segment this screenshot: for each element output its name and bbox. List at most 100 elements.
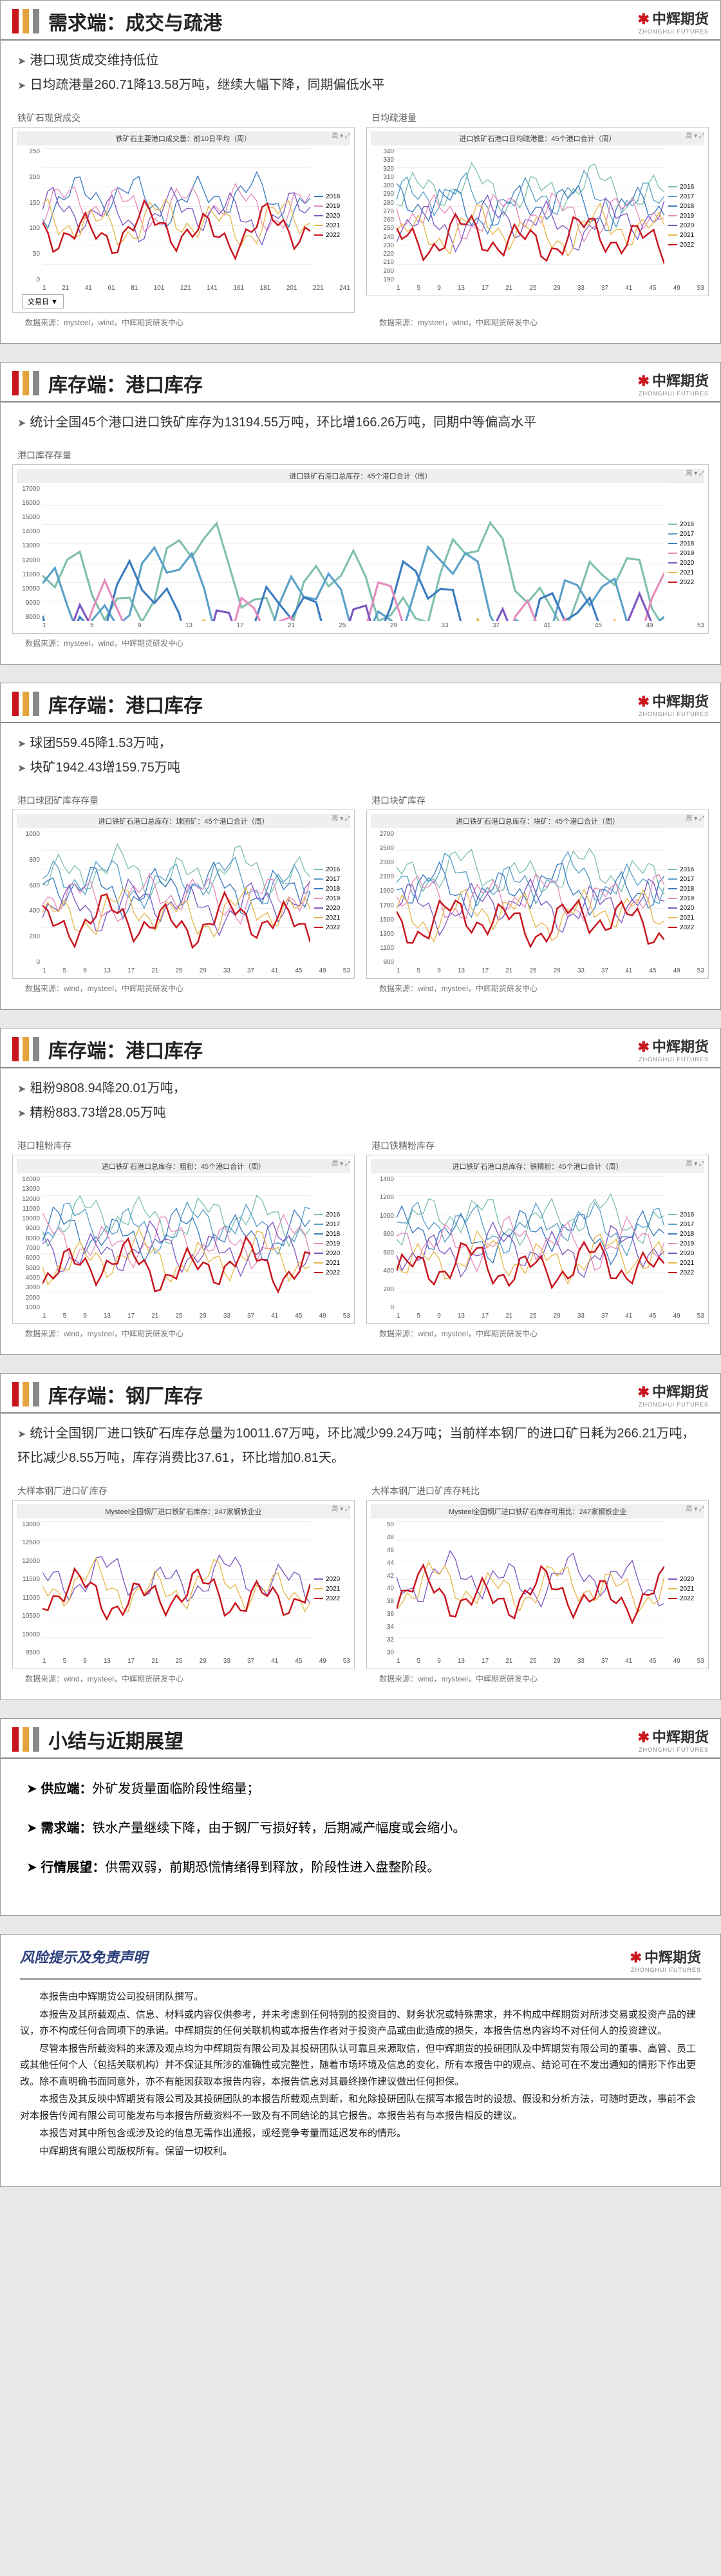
xtick: 17 [127,967,135,974]
chart-tools[interactable]: 周 ▾ ⤢ [686,1158,704,1168]
xtick: 1 [42,967,46,974]
xtick: 5 [63,1658,67,1665]
xtick: 13 [458,967,465,974]
ytick: 7000 [17,1245,40,1252]
plot-area [397,148,664,283]
plot-area [42,486,664,621]
xtick: 49 [319,967,326,974]
dropdown-button[interactable]: 交易日 ▼ [22,294,64,308]
chart-tools[interactable]: 周 ▾ ⤢ [332,813,350,822]
ytick: 50 [17,251,40,258]
xtick: 41 [625,285,632,292]
accent-bar-gray [33,692,39,716]
xtick: 37 [247,967,254,974]
ytick: 3000 [17,1284,40,1291]
legend: 2016201720182019202020212022 [310,831,350,966]
ytick: 14000 [17,1176,40,1183]
xtick: 45 [649,967,656,974]
xtick: 45 [295,1658,302,1665]
legend-item: 2022 [668,1595,704,1602]
panel-header: 小结与近期展望 中辉期货 ZHONGHUI FUTURES [1,1719,720,1759]
legend-item: 2021 [668,1260,704,1267]
legend: 20182019202020212022 [310,148,350,283]
ytick: 13000 [17,1186,40,1193]
ytick: 11000 [17,571,40,578]
disclaimer-para: 尽管本报告所载资料的来源及观点均为中辉期货有限公司及其投研团队认可靠且来源取信，… [20,2041,701,2090]
xtick: 5 [417,285,421,292]
chart-tools[interactable]: 周 ▾ ⤢ [332,130,350,140]
xtick: 1 [42,1312,46,1320]
ytick: 150 [17,200,40,207]
chart-tools[interactable]: 周 ▾ ⤢ [332,1503,350,1513]
xtick: 33 [441,622,448,629]
legend-item: 2019 [668,550,704,557]
brand-logo: 中辉期货 ZHONGHUI FUTURES [638,1036,709,1063]
xtick: 13 [104,1658,111,1665]
xtick: 9 [437,285,441,292]
chart-caption: 进口铁矿石港口总库存：块矿：45个港口合计（周） [371,814,704,828]
accent-bar-gray [33,9,39,33]
bullet-item: 统计全国45个港口进口铁矿库存为13194.55万吨，环比增166.26万吨，同… [17,410,704,435]
chart-tools[interactable]: 周 ▾ ⤢ [686,1503,704,1513]
legend-item: 2018 [668,203,704,210]
xtick: 5 [417,1658,421,1665]
xtick: 25 [529,285,536,292]
ytick: 330 [371,156,394,164]
ytick: 2500 [371,845,394,852]
ytick: 14000 [17,528,40,535]
xtick: 41 [625,1312,632,1320]
xtick: 101 [154,285,165,292]
ytick: 8000 [17,1235,40,1242]
yaxis: 1400120010008006004002000 [371,1176,397,1311]
panel-header: 库存端：港口库存 中辉期货 ZHONGHUI FUTURES [1,1028,720,1068]
legend-item: 2022 [668,924,704,931]
legend-item: 2022 [668,579,704,586]
xtick: 37 [247,1312,254,1320]
legend: 202020212022 [664,1521,704,1656]
chart-subtitle: 大样本钢厂进口矿库存耗比 [371,1484,709,1497]
summary-line: ➤ 行情展望：供需双弱，前期恐慌情绪得到释放，阶段性进入盘整阶段。 [26,1857,695,1875]
bullet-item: 统计全国钢厂进口铁矿石库存总量为10011.67万吨，环比减少99.24万吨；当… [17,1421,704,1470]
legend-item: 2020 [314,1250,350,1257]
xtick: 1 [397,1312,400,1320]
plot-area [42,831,310,966]
disclaimer-para: 中辉期货有限公司版权所有。保留一切权利。 [20,2143,701,2160]
xtick: 17 [482,1658,489,1665]
ytick: 2700 [371,831,394,838]
xtick: 41 [625,1658,632,1665]
chart-tools[interactable]: 周 ▾ ⤢ [686,130,704,140]
xtick: 37 [601,1312,608,1320]
xtick: 37 [601,967,608,974]
disclaimer-title: 风险提示及免责声明 [20,1946,147,1967]
legend-item: 2022 [314,924,350,931]
xaxis: 1591317212529333741454953 [17,621,704,629]
legend-item: 2019 [668,895,704,902]
disclaimer-para: 本报告及其反映中辉期货有限公司及其投研团队的本报告所载观点到断，和允除投研团队在… [20,2091,701,2124]
yaxis: 130001250012000115001100010500100009500 [17,1521,42,1656]
ytick: 12000 [17,1558,40,1565]
yaxis: 250200150100500 [17,148,42,283]
chart-tools[interactable]: 周 ▾ ⤢ [686,468,704,477]
chart-tools[interactable]: 周 ▾ ⤢ [332,1158,350,1168]
bullet-item: 港口现货成交维持低位 [17,48,704,73]
xtick: 41 [271,967,278,974]
disclaimer-para: 本报告由中辉期货公司投研团队撰写。 [20,1989,701,2005]
xtick: 53 [697,1658,704,1665]
legend-item: 2021 [668,914,704,922]
ytick: 200 [17,174,40,181]
xtick: 49 [319,1658,326,1665]
xtick: 17 [127,1658,135,1665]
xtick: 25 [175,1658,182,1665]
xtick: 29 [390,622,397,629]
data-source: 数据来源：mysteel，wind，中辉期货研发中心 [12,634,709,655]
accent-bar-orange [23,1382,29,1406]
legend-item: 2022 [668,1269,704,1276]
chart-tools[interactable]: 周 ▾ ⤢ [686,813,704,822]
ytick: 10000 [17,585,40,592]
legend-item: 2016 [668,184,704,191]
panel-header: 库存端：钢厂库存 中辉期货 ZHONGHUI FUTURES [1,1374,720,1414]
xtick: 41 [625,967,632,974]
legend-item: 2021 [314,914,350,922]
ytick: 32 [371,1636,394,1643]
xtick: 9 [83,1658,87,1665]
